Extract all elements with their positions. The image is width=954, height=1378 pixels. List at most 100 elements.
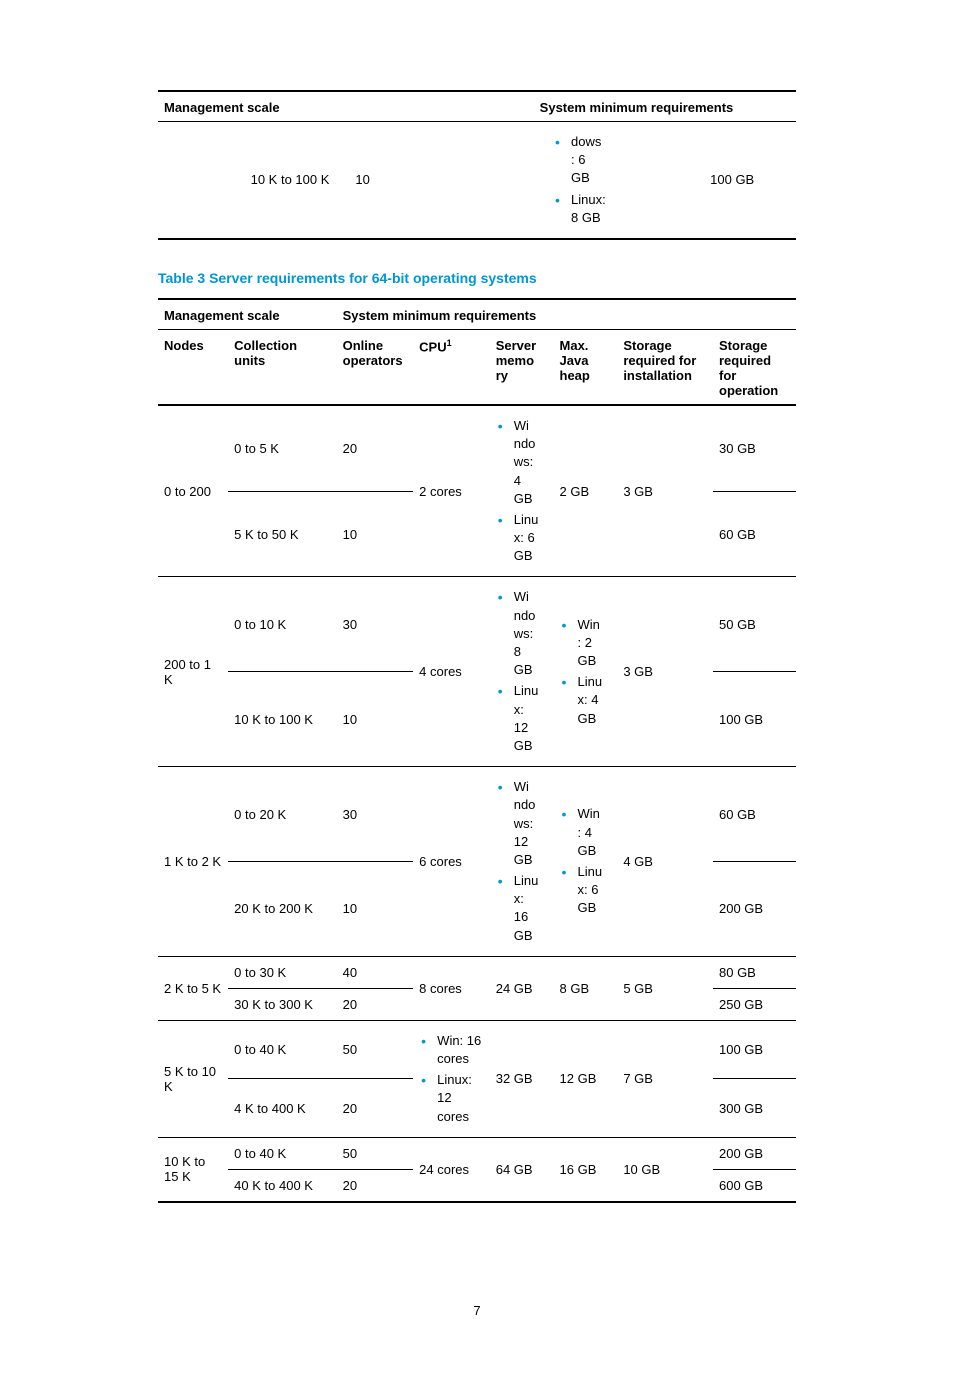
cell-cpu: 4 cores [413, 577, 490, 767]
cpu-item: Linux: 12cores [419, 1071, 484, 1126]
table-row: 1 K to 2 K 0 to 20 K 30 6 cores Windows:… [158, 767, 796, 862]
cell-operators: 10 [337, 492, 414, 577]
table-1-col2: 10 [349, 122, 477, 239]
cell-cpu: Win: 16cores Linux: 12cores [413, 1020, 490, 1137]
cell-operation: 200 GB [713, 861, 796, 956]
cell-operators: 40 [337, 956, 414, 988]
cell-operation: 250 GB [713, 988, 796, 1020]
heap-item: Linux: 6GB [560, 863, 612, 918]
cell-operation: 60 GB [713, 767, 796, 862]
mem-item: Windows:4GB [496, 417, 548, 508]
th-cpu: CPU1 [413, 329, 490, 405]
table-1-storage: 100 GB [668, 122, 796, 239]
cell-heap: 2 GB [554, 405, 618, 577]
th-collection: Collection units [228, 329, 336, 405]
cell-nodes: 5 K to 10 K [158, 1020, 228, 1137]
cell-operators: 50 [337, 1137, 414, 1169]
table-1-row: 10 K to 100 K 10 dows: 6GB Linux:8 GB 10… [158, 122, 796, 239]
heap-item: Win: 2GB [560, 616, 612, 671]
table-3-col-header: Nodes Collection units Online operators … [158, 329, 796, 405]
cell-operators: 10 [337, 672, 414, 767]
cell-operation: 80 GB [713, 956, 796, 988]
table-1-mem-item-0: dows: 6GB [553, 133, 662, 188]
table-1-container: Management scale System minimum requirem… [158, 90, 796, 240]
cell-install: 4 GB [617, 767, 713, 957]
table-row: 2 K to 5 K 0 to 30 K 40 8 cores 24 GB 8 … [158, 956, 796, 988]
cell-collection: 10 K to 100 K [228, 672, 336, 767]
table-1-header-req: System minimum requirements [477, 91, 796, 122]
cell-memory: Windows:12GB Linux:16GB [490, 767, 554, 957]
cell-operators: 30 [337, 577, 414, 672]
cell-nodes: 1 K to 2 K [158, 767, 228, 957]
mem-item: Windows:8GB [496, 588, 548, 679]
th-memory: Servermemory [490, 329, 554, 405]
cell-heap: 12 GB [554, 1020, 618, 1137]
table-1-memory: dows: 6GB Linux:8 GB [477, 122, 668, 239]
mem-item: Linux:12GB [496, 682, 548, 755]
cell-memory: 64 GB [490, 1137, 554, 1202]
th-heap: Max. Java heap [554, 329, 618, 405]
cpu-item: Win: 16cores [419, 1032, 484, 1068]
cell-operators: 50 [337, 1020, 414, 1078]
cell-operators: 20 [337, 988, 414, 1020]
cell-operators: 20 [337, 1169, 414, 1202]
cell-operation: 200 GB [713, 1137, 796, 1169]
page-number: 7 [158, 1303, 796, 1318]
cell-memory: 32 GB [490, 1020, 554, 1137]
cell-cpu: 6 cores [413, 767, 490, 957]
cell-heap: 16 GB [554, 1137, 618, 1202]
th-operation: Storage required for operation [713, 329, 796, 405]
table-1-scale: 10 K to 100 K [158, 122, 349, 239]
cell-collection: 0 to 20 K [228, 767, 336, 862]
cell-install: 7 GB [617, 1020, 713, 1137]
cell-operation: 50 GB [713, 577, 796, 672]
mem-item: Linux:16GB [496, 872, 548, 945]
table-3-group2: System minimum requirements [337, 299, 796, 330]
cell-nodes: 10 K to 15 K [158, 1137, 228, 1202]
cell-heap: Win: 2GB Linux: 4GB [554, 577, 618, 767]
table-row: 10 K to 15 K 0 to 40 K 50 24 cores 64 GB… [158, 1137, 796, 1169]
heap-item: Win: 4GB [560, 805, 612, 860]
cell-collection: 0 to 10 K [228, 577, 336, 672]
table-3-group1: Management scale [158, 299, 337, 330]
cell-operators: 20 [337, 405, 414, 492]
cell-collection: 4 K to 400 K [228, 1079, 336, 1137]
cell-collection: 0 to 30 K [228, 956, 336, 988]
table-1-header-scale: Management scale [158, 91, 477, 122]
cell-operation: 600 GB [713, 1169, 796, 1202]
table-3: Management scale System minimum requirem… [158, 298, 796, 1203]
cell-nodes: 200 to 1 K [158, 577, 228, 767]
cell-nodes: 2 K to 5 K [158, 956, 228, 1020]
cell-collection: 5 K to 50 K [228, 492, 336, 577]
table-1-mem-item-1: Linux:8 GB [553, 191, 662, 227]
table-1: Management scale System minimum requirem… [158, 90, 796, 240]
cell-memory: Windows:4GB Linux: 6GB [490, 405, 554, 577]
table-row: 5 K to 10 K 0 to 40 K 50 Win: 16cores Li… [158, 1020, 796, 1078]
th-install: Storage required for installation [617, 329, 713, 405]
th-nodes: Nodes [158, 329, 228, 405]
th-operators: Online operators [337, 329, 414, 405]
mem-item: Linux: 6GB [496, 511, 548, 566]
cell-cpu: 24 cores [413, 1137, 490, 1202]
cell-operators: 30 [337, 767, 414, 862]
cell-collection: 0 to 40 K [228, 1020, 336, 1078]
cell-operation: 100 GB [713, 672, 796, 767]
cell-operators: 10 [337, 861, 414, 956]
table-row: 0 to 200 0 to 5 K 20 2 cores Windows:4GB… [158, 405, 796, 492]
cell-operation: 30 GB [713, 405, 796, 492]
cell-nodes: 0 to 200 [158, 405, 228, 577]
mem-item: Windows:12GB [496, 778, 548, 869]
cell-cpu: 8 cores [413, 956, 490, 1020]
cell-collection: 0 to 5 K [228, 405, 336, 492]
cell-memory: 24 GB [490, 956, 554, 1020]
cell-heap: Win: 4GB Linux: 6GB [554, 767, 618, 957]
cell-operation: 100 GB [713, 1020, 796, 1078]
cell-memory: Windows:8GB Linux:12GB [490, 577, 554, 767]
table-row: 200 to 1 K 0 to 10 K 30 4 cores Windows:… [158, 577, 796, 672]
cell-cpu: 2 cores [413, 405, 490, 577]
cell-install: 3 GB [617, 405, 713, 577]
table-3-container: Management scale System minimum requirem… [158, 298, 796, 1203]
cell-operators: 20 [337, 1079, 414, 1137]
cell-install: 3 GB [617, 577, 713, 767]
cell-install: 10 GB [617, 1137, 713, 1202]
